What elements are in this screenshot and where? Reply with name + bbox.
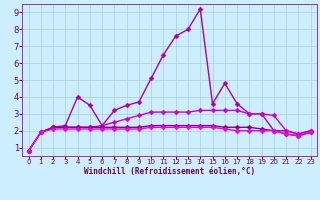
X-axis label: Windchill (Refroidissement éolien,°C): Windchill (Refroidissement éolien,°C) bbox=[84, 167, 255, 176]
